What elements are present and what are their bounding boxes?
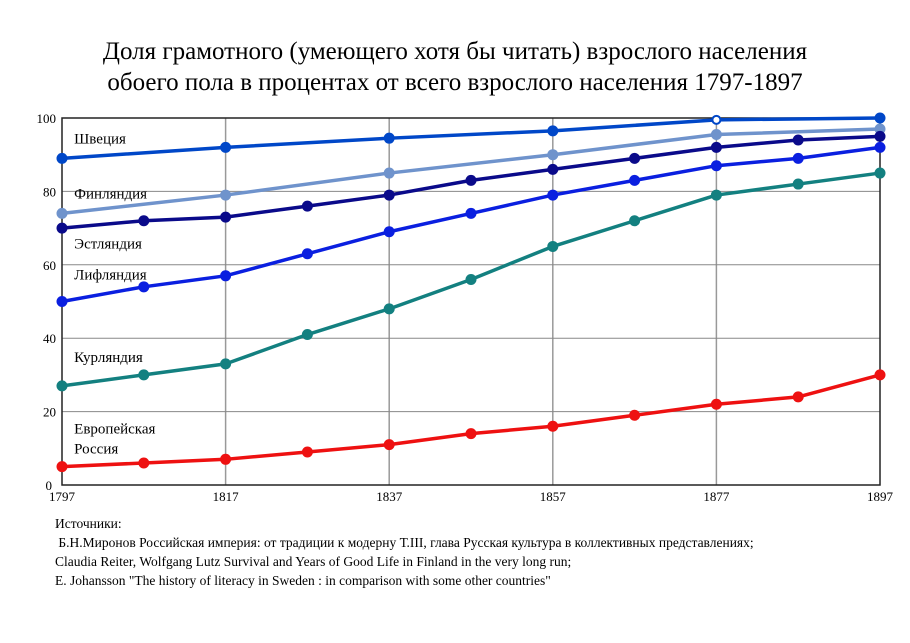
data-point — [301, 329, 313, 341]
data-point — [138, 457, 150, 469]
data-point — [465, 174, 477, 186]
data-point — [383, 167, 395, 179]
data-point — [874, 130, 886, 142]
series-label: Курляндия — [74, 350, 143, 366]
series-label: Европейская — [74, 422, 155, 438]
data-point — [138, 369, 150, 381]
data-point — [629, 409, 641, 421]
series-label: Швеция — [74, 132, 126, 148]
source-line: E. Johansson "The history of literacy in… — [55, 573, 551, 588]
chart-title-line-1: Доля грамотного (умеющего хотя бы читать… — [102, 38, 808, 65]
y-tick-label: 100 — [37, 111, 57, 126]
data-point — [56, 296, 68, 307]
data-point — [383, 303, 395, 315]
data-point — [220, 453, 232, 465]
data-point — [710, 141, 722, 153]
data-point — [874, 141, 886, 153]
data-point — [301, 446, 313, 458]
data-point — [547, 125, 559, 137]
data-point — [465, 207, 477, 219]
data-point — [874, 369, 886, 381]
data-point — [710, 398, 722, 410]
data-point — [629, 152, 641, 164]
data-point — [547, 189, 559, 201]
x-tick-label: 1857 — [540, 489, 567, 504]
x-tick-label: 1797 — [49, 489, 76, 504]
data-point — [465, 428, 477, 440]
series-label: Лифляндия — [74, 267, 147, 283]
data-point — [220, 358, 232, 370]
data-point — [383, 439, 395, 451]
data-point — [56, 207, 68, 219]
x-tick-label: 1837 — [376, 489, 403, 504]
data-point — [547, 149, 559, 161]
data-point — [547, 240, 559, 252]
data-point — [383, 189, 395, 201]
data-point — [220, 270, 232, 282]
data-point — [56, 461, 68, 473]
data-point — [547, 163, 559, 175]
data-point — [301, 248, 313, 260]
data-point — [792, 152, 804, 164]
data-point — [547, 420, 559, 432]
series-label: Россия — [74, 442, 118, 458]
data-point — [710, 189, 722, 201]
data-point — [465, 273, 477, 285]
data-point — [629, 174, 641, 186]
series-label: Финляндия — [74, 187, 147, 203]
data-point — [874, 167, 886, 179]
data-point — [629, 215, 641, 227]
sources-heading: Источники: — [55, 516, 122, 531]
x-tick-label: 1817 — [213, 489, 240, 504]
chart-title: Доля грамотного (умеющего хотя бы читать… — [0, 36, 910, 98]
y-tick-label: 20 — [43, 405, 56, 420]
x-tick-label: 1897 — [867, 489, 894, 504]
data-point — [138, 281, 150, 293]
series-label: Эстляндия — [74, 236, 142, 252]
data-point — [56, 380, 68, 392]
data-point — [220, 141, 232, 153]
data-point — [56, 222, 68, 234]
data-point — [874, 112, 886, 124]
series-line-1 — [61, 127, 881, 216]
data-point — [220, 189, 232, 201]
data-point — [710, 129, 722, 141]
data-point — [383, 226, 395, 238]
data-point — [710, 160, 722, 172]
y-tick-label: 60 — [43, 258, 56, 273]
source-line: Claudia Reiter, Wolfgang Lutz Survival a… — [55, 554, 572, 569]
x-tick-label: 1877 — [703, 489, 730, 504]
source-line: Б.Н.Миронов Российская империя: от тради… — [55, 535, 754, 550]
data-point — [56, 152, 68, 164]
chart-title-line-2: обоего пола в процентах от всего взросло… — [107, 69, 803, 96]
data-point — [383, 132, 395, 144]
y-tick-label: 40 — [43, 331, 56, 346]
data-point — [792, 391, 804, 403]
data-point — [792, 178, 804, 190]
y-tick-label: 0 — [46, 478, 53, 493]
data-point — [138, 215, 150, 227]
data-point — [792, 134, 804, 146]
sources: Источники: Б.Н.Миронов Российская импери… — [55, 514, 754, 590]
series-line-5 — [61, 373, 881, 469]
y-tick-label: 80 — [43, 184, 56, 199]
data-point — [301, 200, 313, 212]
series-line-0 — [61, 116, 881, 161]
data-point — [711, 114, 722, 125]
data-point — [220, 211, 232, 223]
